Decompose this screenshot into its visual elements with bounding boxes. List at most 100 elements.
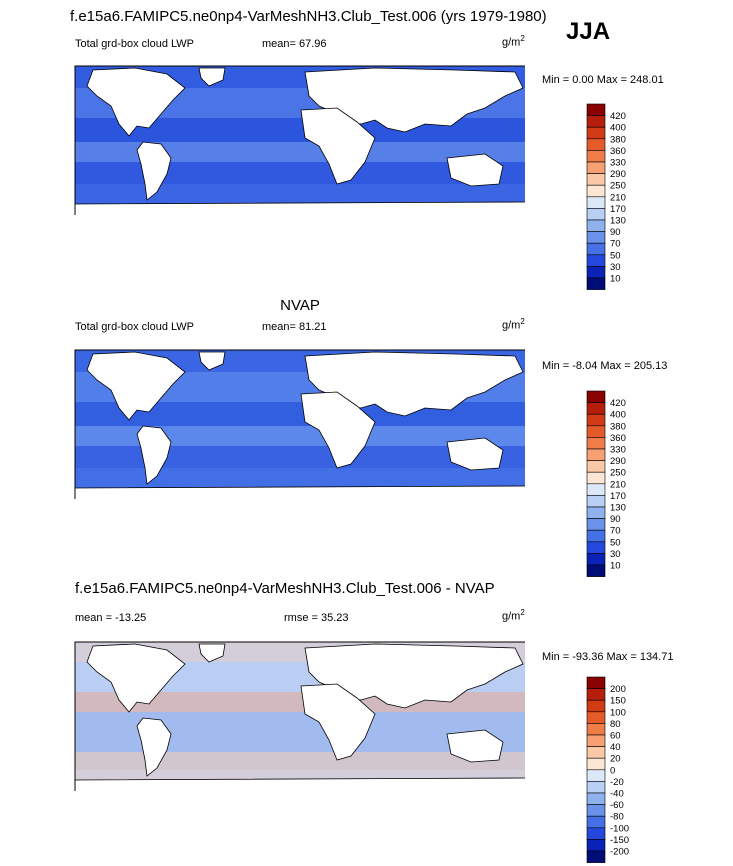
units-base: g/m [502, 36, 521, 49]
colorbar-tick-label: 290 [610, 456, 626, 467]
continent-outline [300, 107, 376, 185]
colorbar-swatch [586, 277, 606, 290]
min-max-label: Min = -8.04 Max = 205.13 [542, 360, 668, 372]
left-label: Total grd-box cloud LWP [75, 38, 195, 50]
data-band [75, 446, 525, 468]
colorbar-tick-label: 330 [610, 445, 626, 456]
colorbar-tick-label: 130 [610, 503, 626, 514]
continent-outline [136, 141, 172, 201]
continent-outline [86, 67, 186, 137]
colorbar-swatch [586, 103, 606, 116]
colorbar-swatch [586, 711, 606, 724]
colorbar-tick-label: 10 [610, 274, 621, 285]
colorbar-swatch [586, 827, 606, 840]
continent-outline [198, 643, 226, 663]
units-exponent: 2 [520, 608, 525, 617]
colorbar-tick-label: 50 [610, 250, 621, 261]
colorbar-tick-label: 360 [610, 146, 626, 157]
colorbar-tick-label: 20 [610, 754, 621, 765]
colorbar-swatch [586, 196, 606, 209]
colorbar-swatch [586, 734, 606, 747]
colorbar-swatch [586, 483, 606, 496]
colorbar-tick-label: -200 [610, 847, 629, 858]
colorbar-swatch [586, 184, 606, 198]
units-exponent: 2 [520, 34, 525, 43]
units-base: g/m [502, 319, 521, 332]
colorbar-tick-label: -100 [610, 823, 629, 834]
stat-label: mean= 67.96 [262, 38, 327, 50]
continent-outline [136, 425, 172, 485]
stat-label: mean= 81.21 [262, 321, 327, 333]
colorbar-swatch [586, 254, 606, 267]
colorbar-tick-label: 130 [610, 216, 626, 227]
data-band [75, 426, 525, 446]
colorbar-tick-label: 70 [610, 526, 621, 537]
colorbar-swatch [586, 757, 606, 771]
continent-outline [86, 643, 186, 713]
colorbar-tick-label: 30 [610, 549, 621, 560]
colorbar-tick-label: 150 [610, 696, 626, 707]
colorbar-swatch [586, 413, 606, 427]
colorbar-tick-label: 40 [610, 742, 621, 753]
colorbar-swatch [586, 839, 606, 852]
units-label: g/m2 [502, 317, 525, 332]
map-plot [74, 641, 525, 791]
continent-outline [300, 391, 376, 469]
colorbar-swatch [586, 231, 606, 244]
colorbar-tick-label: 60 [610, 731, 621, 742]
colorbar-swatch [586, 804, 606, 817]
units-label: g/m2 [502, 34, 525, 49]
colorbar-swatch [586, 792, 606, 805]
colorbar-tick-label: 70 [610, 239, 621, 250]
min-max-label: Min = 0.00 Max = 248.01 [542, 74, 664, 86]
map-plot [74, 65, 525, 215]
stat-label: rmse = 35.23 [284, 612, 349, 624]
colorbar-swatch [586, 448, 606, 461]
colorbar-swatch [586, 208, 606, 221]
left-label: mean = -13.25 [75, 612, 147, 624]
panel-title: f.e15a6.FAMIPC5.ne0np4-VarMeshNH3.Club_T… [75, 580, 495, 597]
colorbar-tick-label: 400 [610, 123, 626, 134]
colorbar-tick-label: 420 [610, 111, 626, 122]
units-base: g/m [502, 610, 521, 623]
colorbar-tick-label: 80 [610, 719, 621, 730]
colorbar-tick-label: 400 [610, 410, 626, 421]
colorbar-tick-label: 250 [610, 181, 626, 192]
main-title: f.e15a6.FAMIPC5.ne0np4-VarMeshNH3.Club_T… [70, 8, 547, 25]
continent-outline [446, 437, 504, 471]
colorbar-swatch [586, 723, 606, 736]
colorbar-swatch [586, 242, 606, 256]
colorbar-tick-label: 0 [610, 765, 615, 776]
colorbar-swatch [586, 518, 606, 531]
colorbar-swatch [586, 390, 606, 403]
colorbar-swatch [586, 769, 606, 782]
continent-outline [74, 777, 525, 791]
units-exponent: 2 [520, 317, 525, 326]
continent-outline [198, 67, 226, 87]
colorbar-tick-label: 420 [610, 398, 626, 409]
continent-outline [446, 729, 504, 763]
colorbar-tick-label: 290 [610, 169, 626, 180]
colorbar-tick-label: -150 [610, 835, 629, 846]
colorbar-tick-label: 90 [610, 514, 621, 525]
colorbar-swatch [586, 115, 606, 128]
continent-outline [136, 717, 172, 777]
colorbar-swatch [586, 506, 606, 519]
colorbar-tick-label: 210 [610, 192, 626, 203]
colorbar-swatch [586, 173, 606, 186]
colorbar-tick-label: 330 [610, 158, 626, 169]
continent-outline [300, 683, 376, 761]
continent-outline [198, 351, 226, 371]
colorbar-tick-label: 90 [610, 227, 621, 238]
colorbar-tick-label: 30 [610, 262, 621, 273]
colorbar-swatch [586, 688, 606, 701]
colorbar-swatch [586, 161, 606, 174]
colorbar-tick-label: -80 [610, 812, 624, 823]
season-label: JJA [566, 18, 611, 45]
colorbar-swatch [586, 460, 606, 473]
data-band [75, 752, 525, 770]
colorbar-swatch [586, 676, 606, 689]
colorbar-swatch [586, 402, 606, 415]
colorbar-tick-label: 210 [610, 479, 626, 490]
